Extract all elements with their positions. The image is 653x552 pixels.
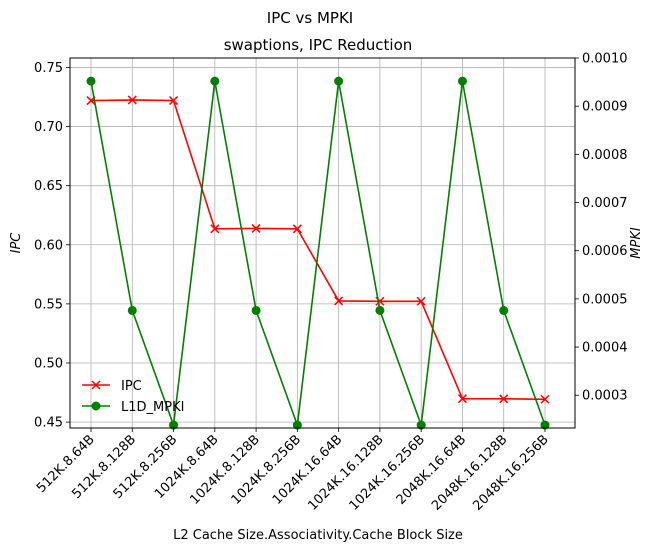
data-point-ipc [210, 224, 220, 234]
x-tick-label: 1024K.16.128B [305, 432, 386, 513]
chart-title: IPC vs MPKI [267, 9, 353, 27]
x-axis-label: L2 Cache Size.Associativity.Cache Block … [173, 528, 463, 543]
y-right-tick-label: 0.0008 [582, 148, 628, 163]
y-axis-right: 0.0003 0.0004 0.0005 0.0006 0.0007 0.0008 0.00… [575, 52, 628, 404]
y-right-tick-label: 0.0009 [582, 100, 628, 115]
y-right-tick-label: 0.0005 [582, 292, 628, 307]
x-axis: 512K.8.64B512K.8.128B512K.8.256B1024K.8.… [34, 428, 552, 514]
series-layer [86, 76, 550, 430]
series-line-l1d-mpki [90, 80, 546, 426]
series-line-ipc [90, 99, 546, 401]
y-left-tick-label: 0.70 [34, 120, 63, 135]
y-left-tick-label: 0.45 [34, 416, 63, 431]
data-point-ipc [334, 296, 344, 306]
data-point-l1d-mpki [127, 305, 137, 315]
data-point-ipc [540, 394, 550, 404]
y-right-tick-label: 0.0004 [582, 341, 628, 356]
data-point-ipc [169, 96, 179, 106]
y-left-tick-label: 0.60 [34, 238, 63, 253]
x-tick-label: 2048K.16.128B [429, 432, 510, 513]
y-axis-left: 0.45 0.50 0.55 0.60 0.65 0.70 0.75 [34, 61, 70, 431]
data-point-l1d-mpki [457, 76, 467, 86]
legend-ipc-marker [91, 380, 101, 390]
y-right-tick-label: 0.0003 [582, 389, 628, 404]
data-point-ipc [416, 296, 426, 306]
x-tick-label: 2048K.16.256B [470, 432, 551, 513]
data-point-l1d-mpki [86, 76, 96, 86]
data-point-l1d-mpki [210, 76, 220, 86]
data-point-l1d-mpki [292, 420, 302, 430]
y-right-tick-label: 0.0006 [582, 244, 628, 259]
chart-subtitle: swaptions, IPC Reduction [224, 36, 413, 54]
plot-frame [69, 57, 576, 429]
data-point-l1d-mpki [416, 420, 426, 430]
y-right-tick-label: 0.0007 [582, 196, 628, 211]
y-axis-right-label: MPKI [629, 227, 644, 259]
data-point-l1d-mpki [375, 305, 385, 315]
data-point-l1d-mpki [334, 76, 344, 86]
data-point-l1d-mpki [540, 420, 550, 430]
y-axis-left-label: IPC [9, 232, 24, 254]
y-left-tick-label: 0.65 [34, 179, 63, 194]
data-point-ipc [499, 394, 509, 404]
legend-mpki-label: L1D_MPKI [121, 400, 184, 415]
y-right-tick-label: 0.0010 [582, 52, 628, 67]
data-point-l1d-mpki [169, 420, 179, 430]
y-left-tick-label: 0.50 [34, 356, 63, 371]
data-point-l1d-mpki [499, 305, 509, 315]
data-point-l1d-mpki [251, 305, 261, 315]
x-tick-label: 1024K.16.256B [347, 432, 428, 513]
legend-ipc-label: IPC [121, 379, 142, 394]
y-left-tick-label: 0.55 [34, 297, 63, 312]
data-point-ipc [457, 394, 467, 404]
data-point-ipc [292, 224, 302, 234]
data-point-ipc [127, 95, 137, 105]
legend-mpki-marker [91, 401, 101, 411]
y-left-tick-label: 0.75 [34, 61, 63, 76]
legend: IPC L1D_MPKI [82, 379, 184, 415]
data-point-ipc [251, 223, 261, 233]
grid [70, 58, 575, 428]
